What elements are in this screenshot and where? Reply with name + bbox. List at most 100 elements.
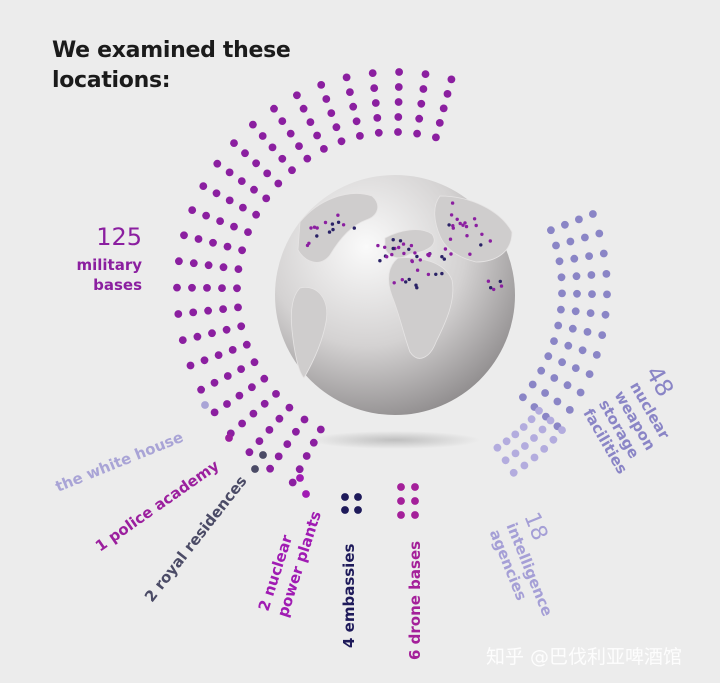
military-base-dot bbox=[237, 322, 246, 331]
military-base-dot bbox=[288, 478, 297, 487]
label-nuclear-weapon-storage: 48 nuclear weapon storage facilities bbox=[579, 361, 679, 477]
globe-location-point bbox=[463, 221, 467, 225]
nuclear-storage-dot bbox=[552, 241, 560, 250]
military-base-dot bbox=[283, 440, 292, 448]
label-military-bases-line-2: bases bbox=[93, 276, 142, 294]
globe-location-point bbox=[465, 234, 469, 238]
nuclear-storage-dot bbox=[575, 215, 583, 224]
intelligence-agency-dot bbox=[540, 445, 549, 453]
globe-location-point bbox=[376, 243, 380, 248]
globe-location-point bbox=[464, 224, 469, 229]
intelligence-agency-dot bbox=[530, 434, 538, 442]
nuclear-storage-dot bbox=[547, 226, 555, 235]
globe-location-point bbox=[440, 255, 444, 259]
military-base-dot bbox=[209, 238, 217, 247]
military-base-dot bbox=[373, 114, 382, 122]
military-base-dot bbox=[234, 265, 243, 273]
intelligence-agency-dot bbox=[511, 430, 520, 439]
label-white-house: the white house bbox=[53, 428, 186, 496]
military-base-dot bbox=[250, 185, 258, 194]
nuclear-storage-dot bbox=[589, 210, 597, 218]
nuclear-storage-dot bbox=[557, 273, 566, 282]
globe-location-point bbox=[440, 271, 444, 276]
globe-location-point bbox=[312, 225, 317, 229]
nuclear-storage-dot bbox=[541, 389, 549, 397]
globe-location-point bbox=[489, 286, 493, 290]
military-base-dot bbox=[238, 246, 247, 255]
military-base-dot bbox=[394, 113, 403, 121]
military-base-dot bbox=[265, 426, 274, 434]
military-base-dot bbox=[194, 235, 203, 243]
military-base-dot bbox=[249, 120, 257, 129]
military-base-dot bbox=[234, 303, 242, 312]
military-base-dot bbox=[249, 409, 258, 418]
drone-base-dot bbox=[397, 483, 405, 491]
nuclear-storage-dot bbox=[588, 290, 596, 298]
military-base-dot bbox=[255, 437, 264, 445]
drone-base-dot bbox=[397, 497, 405, 505]
military-base-dot bbox=[337, 137, 346, 146]
label-military-bases-line-1: military bbox=[76, 256, 142, 274]
nuclear-storage-dot bbox=[571, 364, 580, 372]
military-base-dot bbox=[237, 177, 246, 186]
intelligence-agency-dot bbox=[501, 456, 510, 465]
globe-location-point bbox=[392, 281, 396, 285]
nuclear-storage-dot bbox=[602, 270, 611, 278]
globe bbox=[275, 175, 515, 415]
military-base-dot bbox=[174, 310, 183, 318]
nuclear-storage-dot bbox=[558, 289, 566, 298]
globe-location-point bbox=[336, 213, 340, 217]
military-base-dot bbox=[210, 378, 219, 387]
globe-location-point bbox=[415, 254, 419, 259]
military-base-dot bbox=[230, 139, 238, 148]
intelligence-agency-dot bbox=[546, 416, 555, 425]
title-line-1: We examined these bbox=[52, 38, 291, 63]
nuclear-power-plant-dot bbox=[302, 490, 310, 498]
nuclear-storage-dot bbox=[581, 233, 589, 242]
globe-location-point bbox=[434, 272, 438, 276]
military-base-dot bbox=[278, 154, 287, 163]
drone-base-dot bbox=[411, 511, 419, 519]
nuclear-storage-dot bbox=[599, 249, 608, 258]
military-base-dot bbox=[235, 391, 244, 400]
military-base-dot bbox=[413, 129, 421, 138]
nuclear-power-plant-dot bbox=[296, 474, 304, 482]
globe-location-point bbox=[327, 230, 332, 234]
page-title: We examined these locations: bbox=[52, 36, 291, 95]
military-base-dot bbox=[248, 383, 256, 392]
intelligence-agency-dot bbox=[521, 442, 529, 450]
military-base-dot bbox=[415, 114, 424, 123]
military-base-dot bbox=[263, 169, 272, 178]
royal-residence-dot bbox=[259, 451, 267, 459]
nuclear-storage-dot bbox=[557, 305, 565, 314]
military-base-dot bbox=[186, 361, 195, 370]
military-base-dot bbox=[230, 222, 238, 231]
globe-location-point bbox=[352, 226, 356, 230]
globe-location-point bbox=[391, 246, 395, 251]
label-embassies: 4 embassies bbox=[340, 544, 358, 648]
military-base-dot bbox=[245, 448, 254, 457]
military-base-dot bbox=[219, 263, 228, 272]
globe-location-point bbox=[414, 283, 418, 287]
globe-location-point bbox=[488, 239, 492, 243]
military-base-dot bbox=[216, 217, 225, 226]
military-base-dot bbox=[342, 73, 351, 82]
nuclear-storage-dot bbox=[592, 351, 601, 359]
military-base-dot bbox=[332, 123, 341, 132]
nuclear-storage-dot bbox=[553, 397, 562, 406]
white-house-dot bbox=[201, 401, 209, 409]
military-base-dot bbox=[395, 68, 403, 76]
military-base-dot bbox=[178, 336, 187, 344]
military-base-dot bbox=[322, 95, 331, 103]
military-base-dot bbox=[262, 194, 271, 203]
nuclear-storage-dot bbox=[563, 381, 572, 390]
nuclear-storage-dot bbox=[601, 310, 610, 319]
globe-location-point bbox=[330, 222, 335, 226]
globe-location-point bbox=[385, 255, 389, 259]
nuclear-storage-dot bbox=[561, 220, 569, 229]
military-base-dot bbox=[293, 91, 301, 100]
military-base-dot bbox=[302, 452, 311, 460]
intelligence-agency-dot bbox=[530, 453, 539, 462]
globe-location-point bbox=[455, 217, 459, 221]
military-base-dot bbox=[286, 129, 295, 138]
